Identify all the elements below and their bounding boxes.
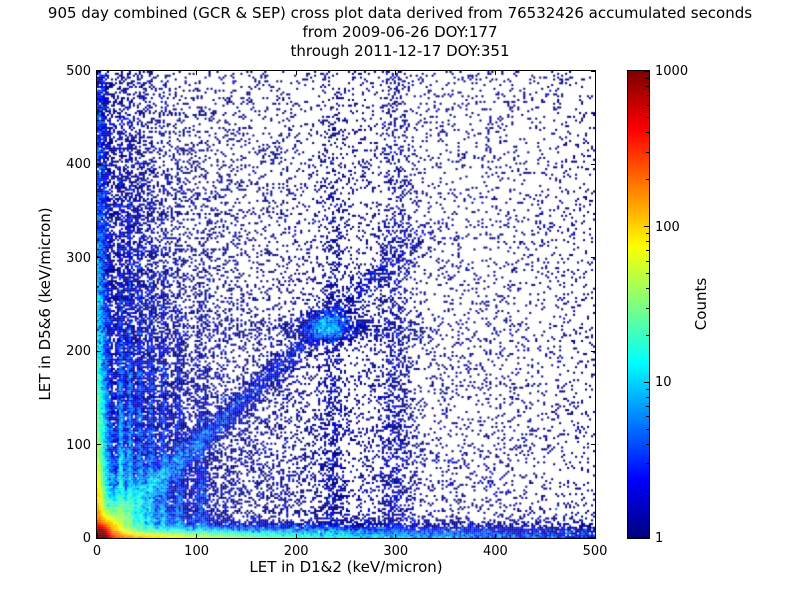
- colorbar-minor-tick-mark: [646, 307, 649, 309]
- x-tick-label: 0: [92, 544, 102, 559]
- x-tick-mark-top: [494, 71, 496, 75]
- chart-subtitle-through: through 2011-12-17 DOY:351: [290, 42, 510, 60]
- y-tick-mark: [97, 537, 101, 539]
- colorbar-minor-tick-mark: [646, 132, 649, 134]
- colorbar-minor-tick-mark: [646, 260, 649, 262]
- colorbar-tick-label: 1: [655, 531, 664, 546]
- colorbar-tick-mark: [644, 226, 649, 228]
- colorbar-minor-tick-mark: [646, 273, 649, 275]
- colorbar-tick-label: 10: [655, 375, 672, 391]
- colorbar-minor-tick-mark: [646, 388, 649, 390]
- colorbar-tick-mark: [644, 70, 649, 72]
- y-tick-mark: [97, 70, 101, 72]
- colorbar-minor-tick-mark: [646, 241, 649, 243]
- x-tick-mark-top: [96, 71, 98, 75]
- x-tick-mark-top: [295, 71, 297, 75]
- x-tick-label: 200: [283, 544, 309, 559]
- x-tick-mark-top: [196, 71, 198, 75]
- colorbar-minor-tick-mark: [646, 288, 649, 290]
- colorbar-minor-tick-mark: [646, 405, 649, 407]
- y-tick-label: 400: [66, 157, 91, 173]
- y-tick-mark: [97, 444, 101, 446]
- colorbar-gradient-canvas: [628, 71, 649, 538]
- colorbar-minor-tick-mark: [646, 250, 649, 252]
- x-tick-mark: [196, 534, 198, 538]
- colorbar-minor-tick-mark: [646, 334, 649, 336]
- colorbar-minor-tick-mark: [646, 428, 649, 430]
- colorbar-label: Counts: [692, 277, 710, 331]
- colorbar-minor-tick-mark: [646, 416, 649, 418]
- colorbar-minor-tick-mark: [646, 463, 649, 465]
- colorbar-minor-tick-mark: [646, 233, 649, 235]
- colorbar-minor-tick-mark: [646, 77, 649, 79]
- colorbar: [627, 70, 650, 539]
- chart-title: 905 day combined (GCR & SEP) cross plot …: [47, 4, 753, 22]
- x-tick-mark: [395, 534, 397, 538]
- colorbar-minor-tick-mark: [646, 396, 649, 398]
- colorbar-minor-tick-mark: [646, 105, 649, 107]
- title-block: 905 day combined (GCR & SEP) cross plot …: [0, 4, 800, 61]
- x-tick-mark: [96, 534, 98, 538]
- colorbar-tick-mark: [644, 536, 649, 538]
- y-tick-mark-right: [591, 163, 595, 165]
- y-tick-mark-right: [591, 257, 595, 259]
- x-tick-mark-top: [594, 71, 596, 75]
- x-axis-label: LET in D1&2 (keV/micron): [249, 558, 443, 576]
- colorbar-tick-mark: [644, 381, 649, 383]
- scatter-density-canvas: [97, 71, 595, 538]
- colorbar-minor-tick-mark: [646, 443, 649, 445]
- x-tick-label: 300: [383, 544, 409, 559]
- y-tick-mark: [97, 163, 101, 165]
- x-tick-mark: [494, 534, 496, 538]
- y-tick-mark: [97, 350, 101, 352]
- y-axis-label: LET in D5&6 (keV/micron): [36, 207, 54, 401]
- y-tick-label: 300: [66, 250, 91, 266]
- y-tick-mark-right: [591, 537, 595, 539]
- y-tick-label: 0: [82, 531, 91, 546]
- x-tick-label: 500: [582, 544, 608, 559]
- chart-subtitle-from: from 2009-06-26 DOY:177: [302, 23, 498, 41]
- plot-area: [96, 70, 596, 539]
- x-tick-mark: [594, 534, 596, 538]
- colorbar-minor-tick-mark: [646, 179, 649, 181]
- y-tick-mark: [97, 257, 101, 259]
- x-tick-mark: [295, 534, 297, 538]
- x-tick-label: 400: [482, 544, 508, 559]
- colorbar-minor-tick-mark: [646, 490, 649, 492]
- colorbar-minor-tick-mark: [646, 117, 649, 119]
- colorbar-tick-label: 100: [655, 219, 680, 235]
- y-tick-mark-right: [591, 70, 595, 72]
- colorbar-minor-tick-mark: [646, 94, 649, 96]
- x-tick-label: 100: [184, 544, 209, 559]
- colorbar-tick-label: 1000: [655, 64, 689, 79]
- colorbar-minor-tick-mark: [646, 85, 649, 87]
- y-tick-mark-right: [591, 444, 595, 446]
- y-tick-mark-right: [591, 350, 595, 352]
- x-tick-mark-top: [395, 71, 397, 75]
- y-tick-label: 500: [66, 64, 91, 79]
- y-tick-label: 100: [66, 437, 91, 453]
- colorbar-minor-tick-mark: [646, 151, 649, 153]
- y-tick-label: 200: [66, 344, 91, 360]
